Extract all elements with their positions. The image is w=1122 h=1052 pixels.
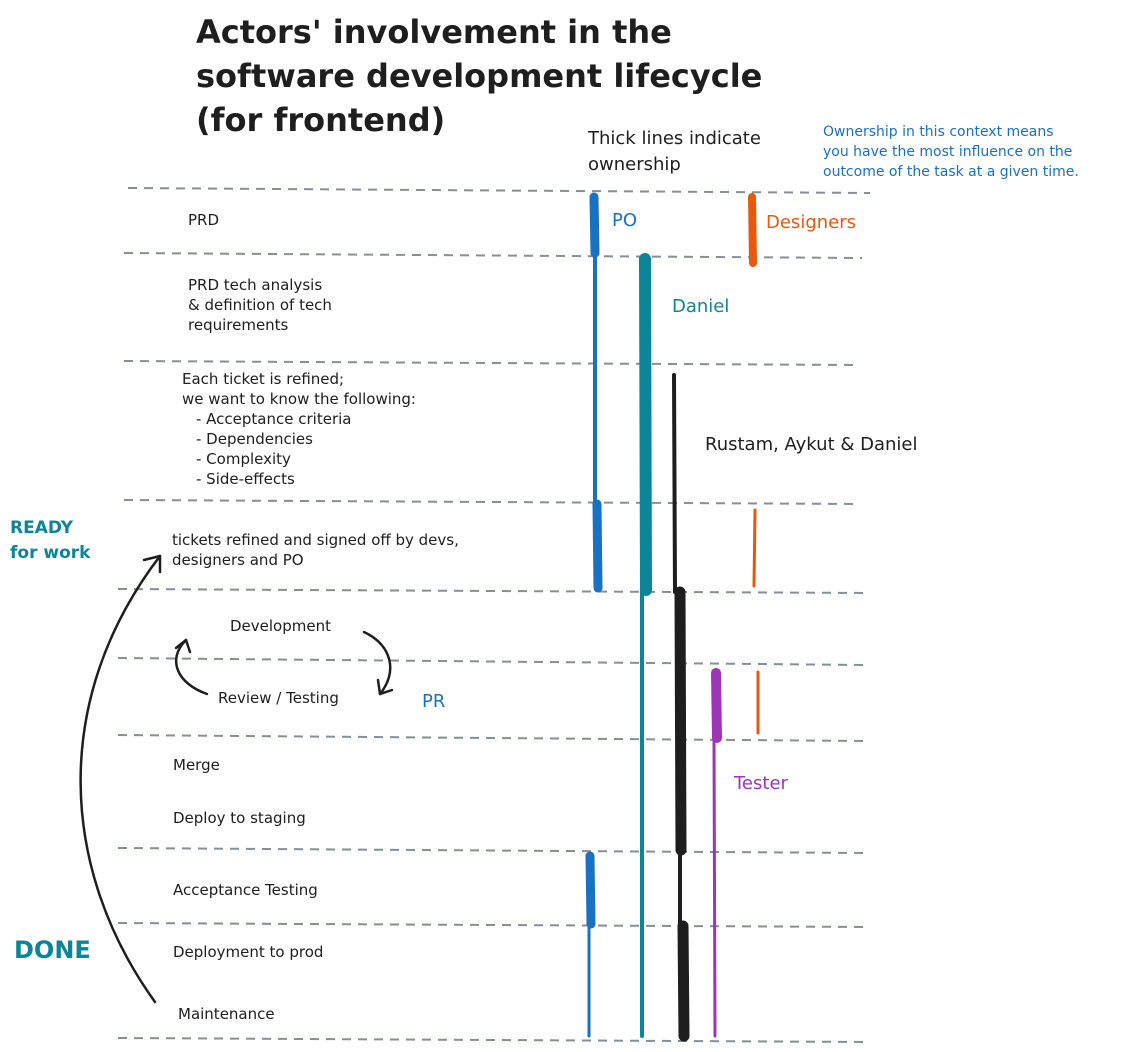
legend-line: ownership (588, 154, 681, 175)
stage-maintenance: Maintenance (178, 1005, 275, 1023)
tester-lane (711, 668, 722, 1038)
po-ownership-line (592, 499, 603, 593)
note-line: you have the most influence on the (823, 144, 1073, 160)
stage-line: we want to know the following: (182, 390, 416, 408)
cycle-arrowhead-left (174, 638, 192, 654)
actor-designers: Designers (766, 212, 856, 233)
actor-po: PO (612, 210, 638, 231)
stage-refinement: Each ticket is refined; we want to know … (182, 369, 416, 489)
stage-merge: Merge (173, 756, 220, 774)
criteria-item: - Dependencies (196, 430, 313, 448)
criteria-item: - Acceptance criteria (196, 410, 352, 428)
done-to-ready-arrow (79, 554, 162, 1004)
cycle-arrow-right (362, 630, 392, 696)
tester-involvement-line (712, 736, 717, 1038)
long-arrow-curve (79, 554, 162, 1004)
divider-line (117, 734, 866, 742)
divider-line (117, 1037, 869, 1043)
stage-deploy-staging: Deploy to staging (173, 809, 306, 827)
ready-marker: READY for work (10, 516, 90, 566)
actor-daniel: Daniel (672, 296, 730, 317)
dev-review-cycle (174, 630, 394, 696)
pr-marker: PR (422, 691, 446, 712)
divider-line (127, 187, 871, 194)
title-line: software development lifecycle (196, 57, 763, 95)
stage-tech-analysis: PRD tech analysis & definition of tech r… (188, 275, 332, 335)
po-lane (585, 192, 603, 1038)
designers-lane (748, 193, 760, 735)
designers-ownership-line (748, 193, 757, 267)
stage-review: Review / Testing (218, 689, 339, 707)
ready-line: for work (10, 543, 91, 563)
divider-line (117, 588, 869, 594)
divider-line (117, 657, 866, 666)
divider-line (123, 252, 863, 259)
stage-acceptance: Acceptance Testing (173, 881, 318, 899)
stage-dividers (117, 187, 871, 1043)
cycle-arrow-left (174, 638, 209, 696)
divider-line (123, 499, 859, 505)
stage-line: Each ticket is refined; (182, 370, 345, 388)
stage-prd: PRD (188, 211, 220, 229)
stage-line: PRD tech analysis (188, 276, 323, 294)
actor-devs: Rustam, Aykut & Daniel (705, 434, 918, 455)
divider-line (123, 360, 859, 366)
stage-development: Development (230, 617, 331, 635)
stage-line: designers and PO (172, 551, 304, 569)
divider-line (117, 847, 866, 854)
stage-line: tickets refined and signed off by devs, (172, 531, 459, 549)
stage-line: & definition of tech (188, 296, 332, 314)
cycle-arrowhead-right (376, 678, 394, 696)
note-line: Ownership in this context means (823, 124, 1054, 140)
criteria-item: - Complexity (196, 450, 291, 468)
diagram-title: Actors' involvement in the software deve… (196, 10, 762, 142)
done-marker: DONE (14, 936, 91, 964)
devs-lane (672, 373, 690, 1042)
devs-ownership-line (674, 586, 687, 856)
ownership-note: Ownership in this context means you have… (823, 122, 1079, 182)
devs-involvement-line (672, 373, 677, 594)
title-line: (for frontend) (196, 101, 446, 139)
title-line: Actors' involvement in the (196, 13, 672, 51)
tester-ownership-line (711, 668, 722, 743)
ready-line: READY (10, 518, 74, 538)
daniel-ownership-line (639, 253, 652, 596)
thick-lines-legend: Thick lines indicate ownership (588, 126, 761, 178)
stage-line: requirements (188, 316, 289, 334)
stage-signed-off: tickets refined and signed off by devs, … (172, 530, 459, 570)
actor-tester: Tester (734, 773, 788, 794)
divider-line (117, 922, 869, 928)
designers-involvement-line (752, 508, 757, 588)
stage-deploy-prod: Deployment to prod (173, 943, 324, 961)
criteria-item: - Side-effects (196, 470, 295, 488)
po-ownership-line (589, 192, 600, 258)
devs-ownership-line (677, 920, 690, 1042)
po-ownership-line (585, 851, 596, 929)
legend-line: Thick lines indicate (588, 128, 761, 149)
long-arrowhead (142, 554, 162, 574)
note-line: outcome of the task at a given time. (823, 164, 1079, 180)
daniel-lane (639, 253, 652, 1038)
